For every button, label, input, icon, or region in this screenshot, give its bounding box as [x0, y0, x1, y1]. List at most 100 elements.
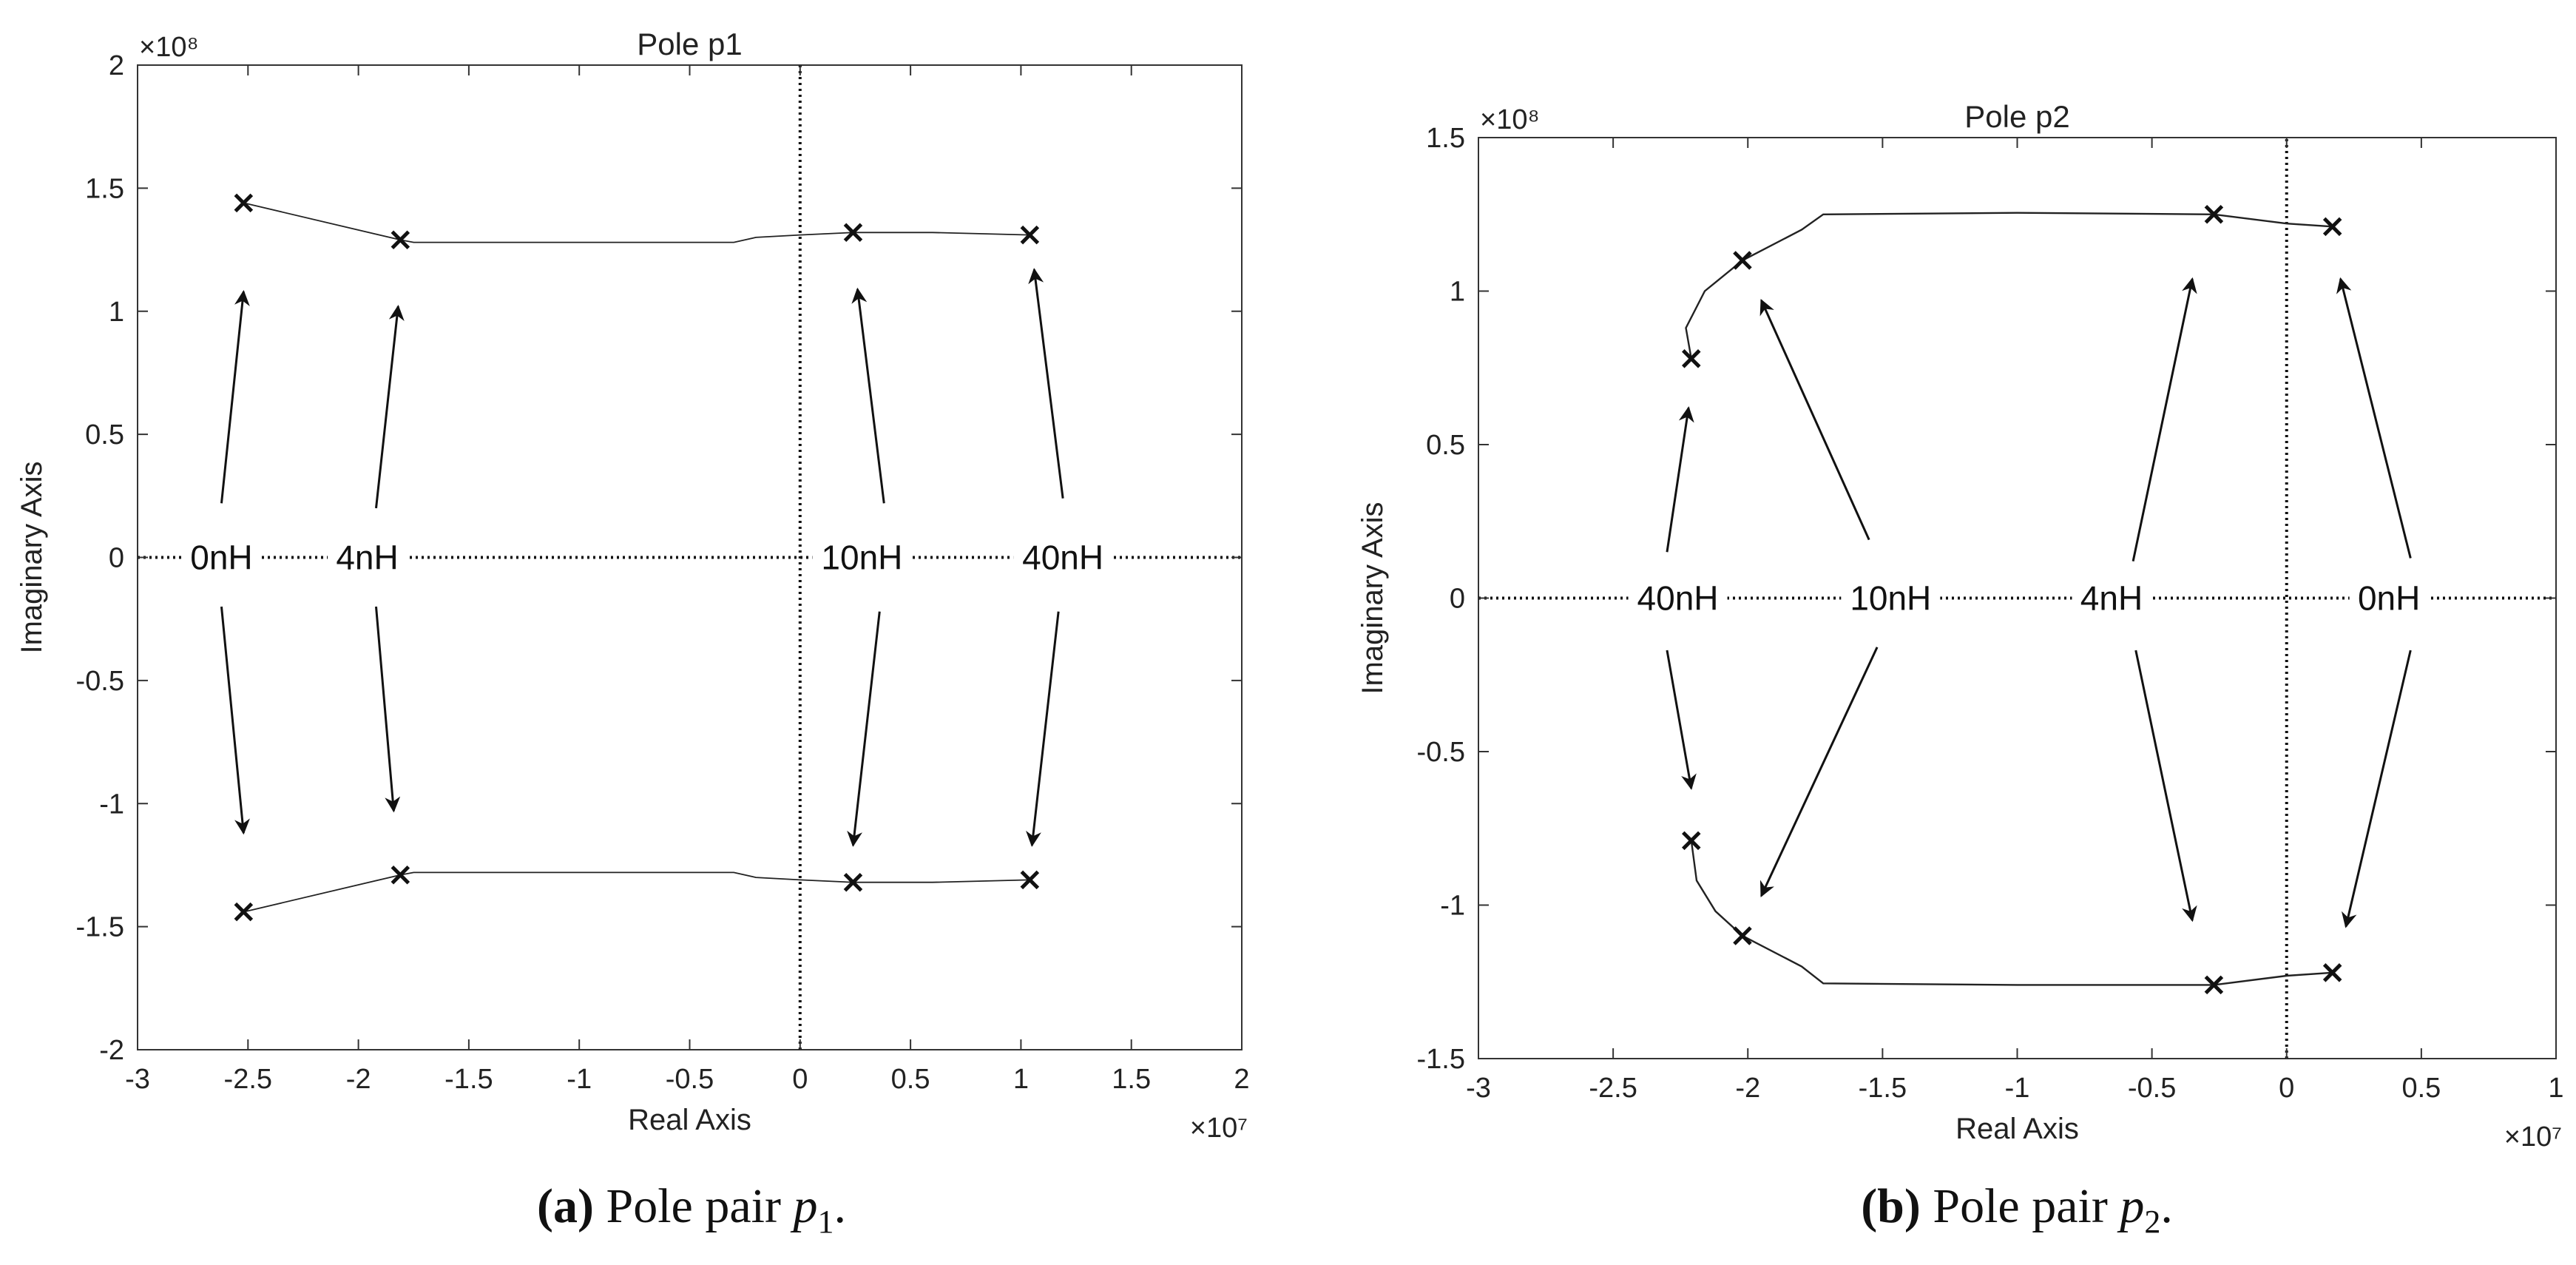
x-tick-label: 0: [2279, 1073, 2294, 1104]
caption-subscript: 2: [2144, 1204, 2160, 1240]
annotation-arrow-up: [220, 290, 250, 504]
annotation-label: 10nH: [1850, 579, 1931, 618]
annotation-label: 40nH: [1022, 539, 1103, 577]
annotation-label-background: [1841, 574, 1941, 622]
locus-curve-lower: [1690, 840, 2333, 986]
x-tick-label: 1: [2548, 1073, 2563, 1104]
annotation-arrow-up: [1759, 299, 1870, 541]
annotation-arrow-down: [220, 606, 250, 835]
plot-title: Pole p2: [1964, 99, 2069, 134]
pole-marker: [1733, 251, 1752, 270]
pole-marker: [843, 872, 863, 892]
y-tick-label: -0.5: [76, 666, 124, 697]
x-tick-label: -3: [1466, 1073, 1491, 1104]
y-tick-label: 0.5: [85, 419, 124, 451]
annotation-arrow-up: [1028, 268, 1064, 499]
x-axis-label: Real Axis: [628, 1104, 751, 1136]
y-tick-label: 0: [109, 543, 124, 574]
x-exponent-label: ×10⁷: [2504, 1121, 2562, 1153]
x-tick-label: 0.5: [891, 1064, 930, 1095]
caption-text: Pole pair: [1921, 1179, 2120, 1233]
panel-caption: (a) Pole pair p1.: [537, 1179, 846, 1240]
annotation-arrow-down: [1666, 650, 1697, 790]
x-tick-label: 0: [792, 1064, 808, 1095]
caption-text: Pole pair: [594, 1179, 793, 1233]
x-axis-label: Real Axis: [1955, 1113, 2079, 1145]
pole-marker: [1681, 831, 1701, 851]
annotation-label: 0nH: [2358, 579, 2420, 618]
y-tick-label: -0.5: [1417, 737, 1465, 768]
x-tick-label: -2: [1735, 1073, 1760, 1104]
annotation-arrow-down: [2134, 650, 2197, 922]
x-tick-label: -2.5: [1589, 1073, 1637, 1104]
y-tick-label: 1: [1450, 277, 1465, 308]
y-tick-label: 1: [109, 297, 124, 328]
x-tick-label: -0.5: [2128, 1073, 2176, 1104]
pole-marker: [234, 902, 254, 922]
x-tick-label: 2: [1234, 1064, 1249, 1095]
x-tick-label: -2: [346, 1064, 371, 1095]
annotation-arrow-up: [1666, 406, 1694, 553]
x-tick-label: 0.5: [2401, 1073, 2441, 1104]
y-tick-label: -1: [99, 789, 124, 820]
x-tick-label: -0.5: [666, 1064, 714, 1095]
pole-marker: [391, 230, 410, 250]
y-tick-label: 0: [1450, 584, 1465, 615]
annotation-arrow-up: [851, 287, 885, 504]
y-tick-label: 1.5: [1426, 123, 1465, 154]
y-tick-label: 2: [109, 50, 124, 81]
annotation-label: 0nH: [190, 539, 252, 577]
locus-curve-upper: [1685, 212, 2333, 360]
x-tick-label: -1: [2005, 1073, 2030, 1104]
caption-variable: p: [790, 1179, 817, 1233]
annotation-label-background: [2072, 574, 2151, 622]
annotation-label-background: [181, 533, 261, 581]
x-tick-label: -1.5: [1859, 1073, 1907, 1104]
y-exponent-label: ×10⁸: [1480, 104, 1540, 135]
locus-curve-upper: [243, 202, 1030, 243]
y-tick-label: -1: [1440, 891, 1465, 922]
caption-label: (a): [537, 1179, 594, 1233]
pole-marker: [234, 193, 254, 213]
pole-marker: [1020, 225, 1040, 245]
caption-variable: p: [2117, 1179, 2144, 1233]
pole-marker: [2204, 975, 2224, 995]
caption-period: .: [2160, 1179, 2173, 1233]
y-axis-label: Imaginary Axis: [1356, 502, 1389, 694]
y-axis-label: Imaginary Axis: [16, 461, 48, 653]
annotation-arrow-up: [374, 305, 405, 509]
panel-b: -3 -2.5 -2 -1.5 -1 -0.5 0 0.5 1 -1.5 -1 -0.5 0 0.5 1 1.…: [1356, 99, 2564, 1240]
annotation-label-background: [1013, 533, 1113, 581]
pole-marker: [2204, 204, 2224, 224]
y-tick-label: 1.5: [85, 173, 124, 204]
x-tick-label: 1: [1013, 1064, 1029, 1095]
annotation-label: 10nH: [821, 539, 902, 577]
annotation-label: 4nH: [2080, 579, 2143, 618]
x-tick-label: -3: [125, 1064, 150, 1095]
annotation-arrow-down: [1759, 647, 1879, 897]
pole-marker: [1681, 349, 1701, 368]
x-tick-label: 1.5: [1112, 1064, 1151, 1095]
locus-curve-lower: [243, 871, 1030, 913]
annotation-label-background: [2349, 574, 2429, 622]
annotation-label: 4nH: [336, 539, 398, 577]
pole-marker: [2322, 963, 2342, 982]
annotation-arrow-down: [1026, 611, 1060, 847]
y-tick-label: -1.5: [76, 912, 124, 943]
y-tick-label: 0.5: [1426, 430, 1465, 461]
annotation-arrow-down: [847, 611, 881, 847]
annotation-label-background: [812, 533, 912, 581]
y-tick-label: -2: [99, 1035, 124, 1066]
pole-marker: [391, 865, 410, 885]
annotation-label: 40nH: [1637, 579, 1719, 618]
caption-label: (b): [1861, 1179, 1921, 1233]
annotation-arrow-up: [2336, 277, 2412, 559]
x-tick-label: -1: [567, 1064, 592, 1095]
plot-title: Pole p1: [637, 27, 742, 61]
panel-caption: (b) Pole pair p2.: [1861, 1179, 2173, 1240]
caption-subscript: 1: [817, 1204, 834, 1240]
annotation-arrow-up: [2132, 277, 2197, 562]
y-tick-label: -1.5: [1417, 1044, 1465, 1075]
x-tick-label: -2.5: [224, 1064, 272, 1095]
